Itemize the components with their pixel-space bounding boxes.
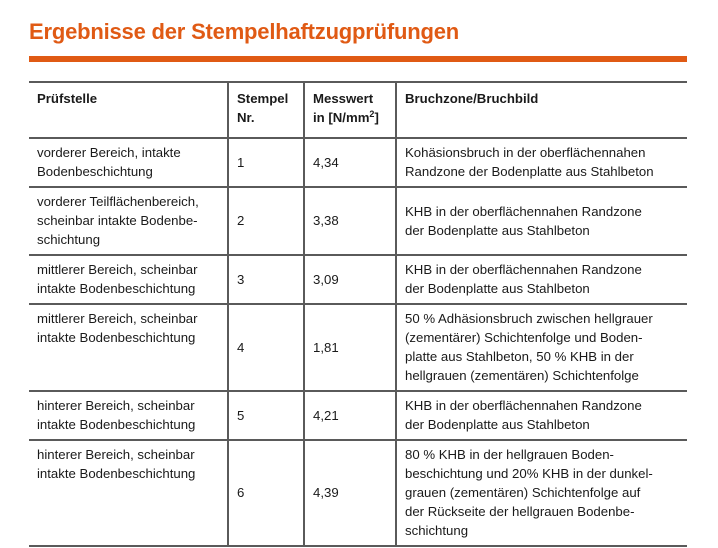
cell-bruchzone: KHB in der oberflächennahen Randzone der … [395, 390, 687, 441]
cell-pruefstelle: mittlerer Bereich, scheinbar intakte Bode… [29, 303, 228, 392]
cell-messwert: 3,38 [303, 186, 396, 256]
cell-pruefstelle-line: hinterer Bereich, scheinbar [37, 398, 195, 413]
cell-bruchzone-line: hellgrauen (zementären) Schichtenfolge [405, 368, 639, 383]
cell-stempel-nr: 6 [227, 439, 304, 547]
cell-bruchzone-line: KHB in der oberflächennahen Randzone [405, 262, 642, 277]
cell-messwert: 4,39 [303, 439, 396, 547]
cell-bruchzone-line: KHB in der oberflächennahen Randzone [405, 203, 642, 219]
cell-pruefstelle-line: hinterer Bereich, scheinbar [37, 447, 195, 462]
cell-pruefstelle-line: intakte Bodenbeschichtung [37, 330, 196, 345]
cell-messwert: 4,21 [303, 390, 396, 441]
table-body: vorderer Bereich, intakte Bodenbeschichtu… [29, 137, 687, 547]
cell-bruchzone-line: der Bodenplatte aus Stahlbeton [405, 222, 590, 238]
header-messwert-unit-sup: 2 [369, 109, 375, 119]
cell-bruchzone-line: der Bodenplatte aus Stahlbeton [405, 281, 590, 296]
cell-pruefstelle: hinterer Bereich, scheinbar intakte Boden… [29, 439, 228, 547]
header-messwert: Messwert in [N/mm2] [303, 81, 396, 139]
header-pruefstelle: Prüfstelle [29, 81, 228, 139]
cell-pruefstelle-line: scheinbar intakte Bodenbe- [37, 213, 198, 228]
cell-bruchzone-line: Kohäsionsbruch in der oberflächennahen [405, 145, 646, 160]
cell-pruefstelle-line: Bodenbeschichtung [37, 164, 153, 179]
cell-pruefstelle: vorderer Teilflächenbereich, scheinbar in… [29, 186, 228, 256]
cell-pruefstelle: vorderer Bereich, intakte Bodenbeschichtu… [29, 137, 228, 188]
cell-bruchzone-line: platte aus Stahlbeton, 50 % KHB in der [405, 349, 634, 364]
header-messwert-unit-prefix: in [N/mm [313, 110, 370, 125]
cell-bruchzone: KHB in der oberflächennahen Randzone der … [395, 254, 687, 305]
cell-pruefstelle: mittlerer Bereich, scheinbar intakte Bode… [29, 254, 228, 305]
cell-bruchzone-line: schichtung [405, 523, 469, 538]
cell-pruefstelle-line: vorderer Teilflächenbereich, [37, 194, 199, 209]
table-row: hinterer Bereich, scheinbar intakte Boden… [29, 439, 687, 547]
cell-bruchzone-line: KHB in der oberflächennahen Randzone [405, 398, 642, 413]
cell-bruchzone-line: (zementärer) Schichtenfolge und Boden- [405, 330, 643, 345]
cell-stempel-nr: 3 [227, 254, 304, 305]
table-row: mittlerer Bereich, scheinbar intakte Bode… [29, 303, 687, 392]
header-stempel-line2: Nr. [237, 110, 255, 125]
cell-bruchzone-line: der Bodenplatte aus Stahlbeton [405, 417, 590, 432]
cell-bruchzone-line: der Rückseite der hellgrauen Bodenbe- [405, 504, 635, 519]
header-bruchzone: Bruchzone/Bruchbild [395, 81, 687, 139]
cell-stempel-nr: 5 [227, 390, 304, 441]
cell-bruchzone-line: 50 % Adhäsionsbruch zwischen hellgrauer [405, 311, 653, 326]
header-bruchzone-label: Bruchzone/Bruchbild [405, 91, 539, 106]
cell-pruefstelle-line: intakte Bodenbeschichtung [37, 466, 196, 481]
cell-bruchzone-line: Randzone der Bodenplatte aus Stahlbeton [405, 164, 654, 179]
results-table: Prüfstelle Stempel Nr. Messwert in [N/mm2]… [29, 81, 687, 547]
cell-bruchzone-line: grauen (zementären) Schichtenfolge auf [405, 485, 641, 500]
cell-stempel-nr: 2 [227, 186, 304, 256]
cell-pruefstelle-line: intakte Bodenbeschichtung [37, 281, 196, 296]
cell-pruefstelle-line: vorderer Bereich, intakte [37, 145, 181, 160]
title-rule [29, 56, 687, 62]
cell-messwert: 1,81 [303, 303, 396, 392]
table-row: mittlerer Bereich, scheinbar intakte Bode… [29, 254, 687, 305]
cell-pruefstelle-line: mittlerer Bereich, scheinbar [37, 311, 198, 326]
cell-pruefstelle-line: intakte Bodenbeschichtung [37, 417, 196, 432]
header-stempel: Stempel Nr. [227, 81, 304, 139]
cell-bruchzone: 80 % KHB in der hellgrauen Boden-beschic… [395, 439, 687, 547]
header-messwert-line1: Messwert [313, 91, 374, 106]
cell-pruefstelle-line: schichtung [37, 232, 101, 247]
cell-bruchzone: KHB in der oberflächennahen Randzone der … [395, 186, 687, 256]
cell-bruchzone: 50 % Adhäsionsbruch zwischen hellgrauer (… [395, 303, 687, 392]
cell-messwert: 4,34 [303, 137, 396, 188]
cell-pruefstelle-line: mittlerer Bereich, scheinbar [37, 262, 198, 277]
header-stempel-line1: Stempel [237, 91, 289, 106]
header-pruefstelle-label: Prüfstelle [37, 91, 98, 106]
cell-stempel-nr: 4 [227, 303, 304, 392]
cell-stempel-nr: 1 [227, 137, 304, 188]
cell-messwert: 3,09 [303, 254, 396, 305]
table-row: hinterer Bereich, scheinbar intakte Boden… [29, 390, 687, 441]
cell-bruchzone: Kohäsionsbruch in der oberflächennahen Ra… [395, 137, 687, 188]
table-row: vorderer Bereich, intakte Bodenbeschichtu… [29, 137, 687, 188]
cell-bruchzone-line: 80 % KHB in der hellgrauen Boden- [405, 447, 614, 462]
cell-pruefstelle: hinterer Bereich, scheinbar intakte Boden… [29, 390, 228, 441]
table-header-row: Prüfstelle Stempel Nr. Messwert in [N/mm2]… [29, 81, 687, 139]
table-row: vorderer Teilflächenbereich, scheinbar in… [29, 186, 687, 256]
header-messwert-unit-suffix: ] [374, 110, 379, 125]
cell-bruchzone-line: beschichtung und 20% KHB in der dunkel- [405, 466, 653, 481]
page-title: Ergebnisse der Stempelhaftzugprüfungen [29, 19, 460, 44]
